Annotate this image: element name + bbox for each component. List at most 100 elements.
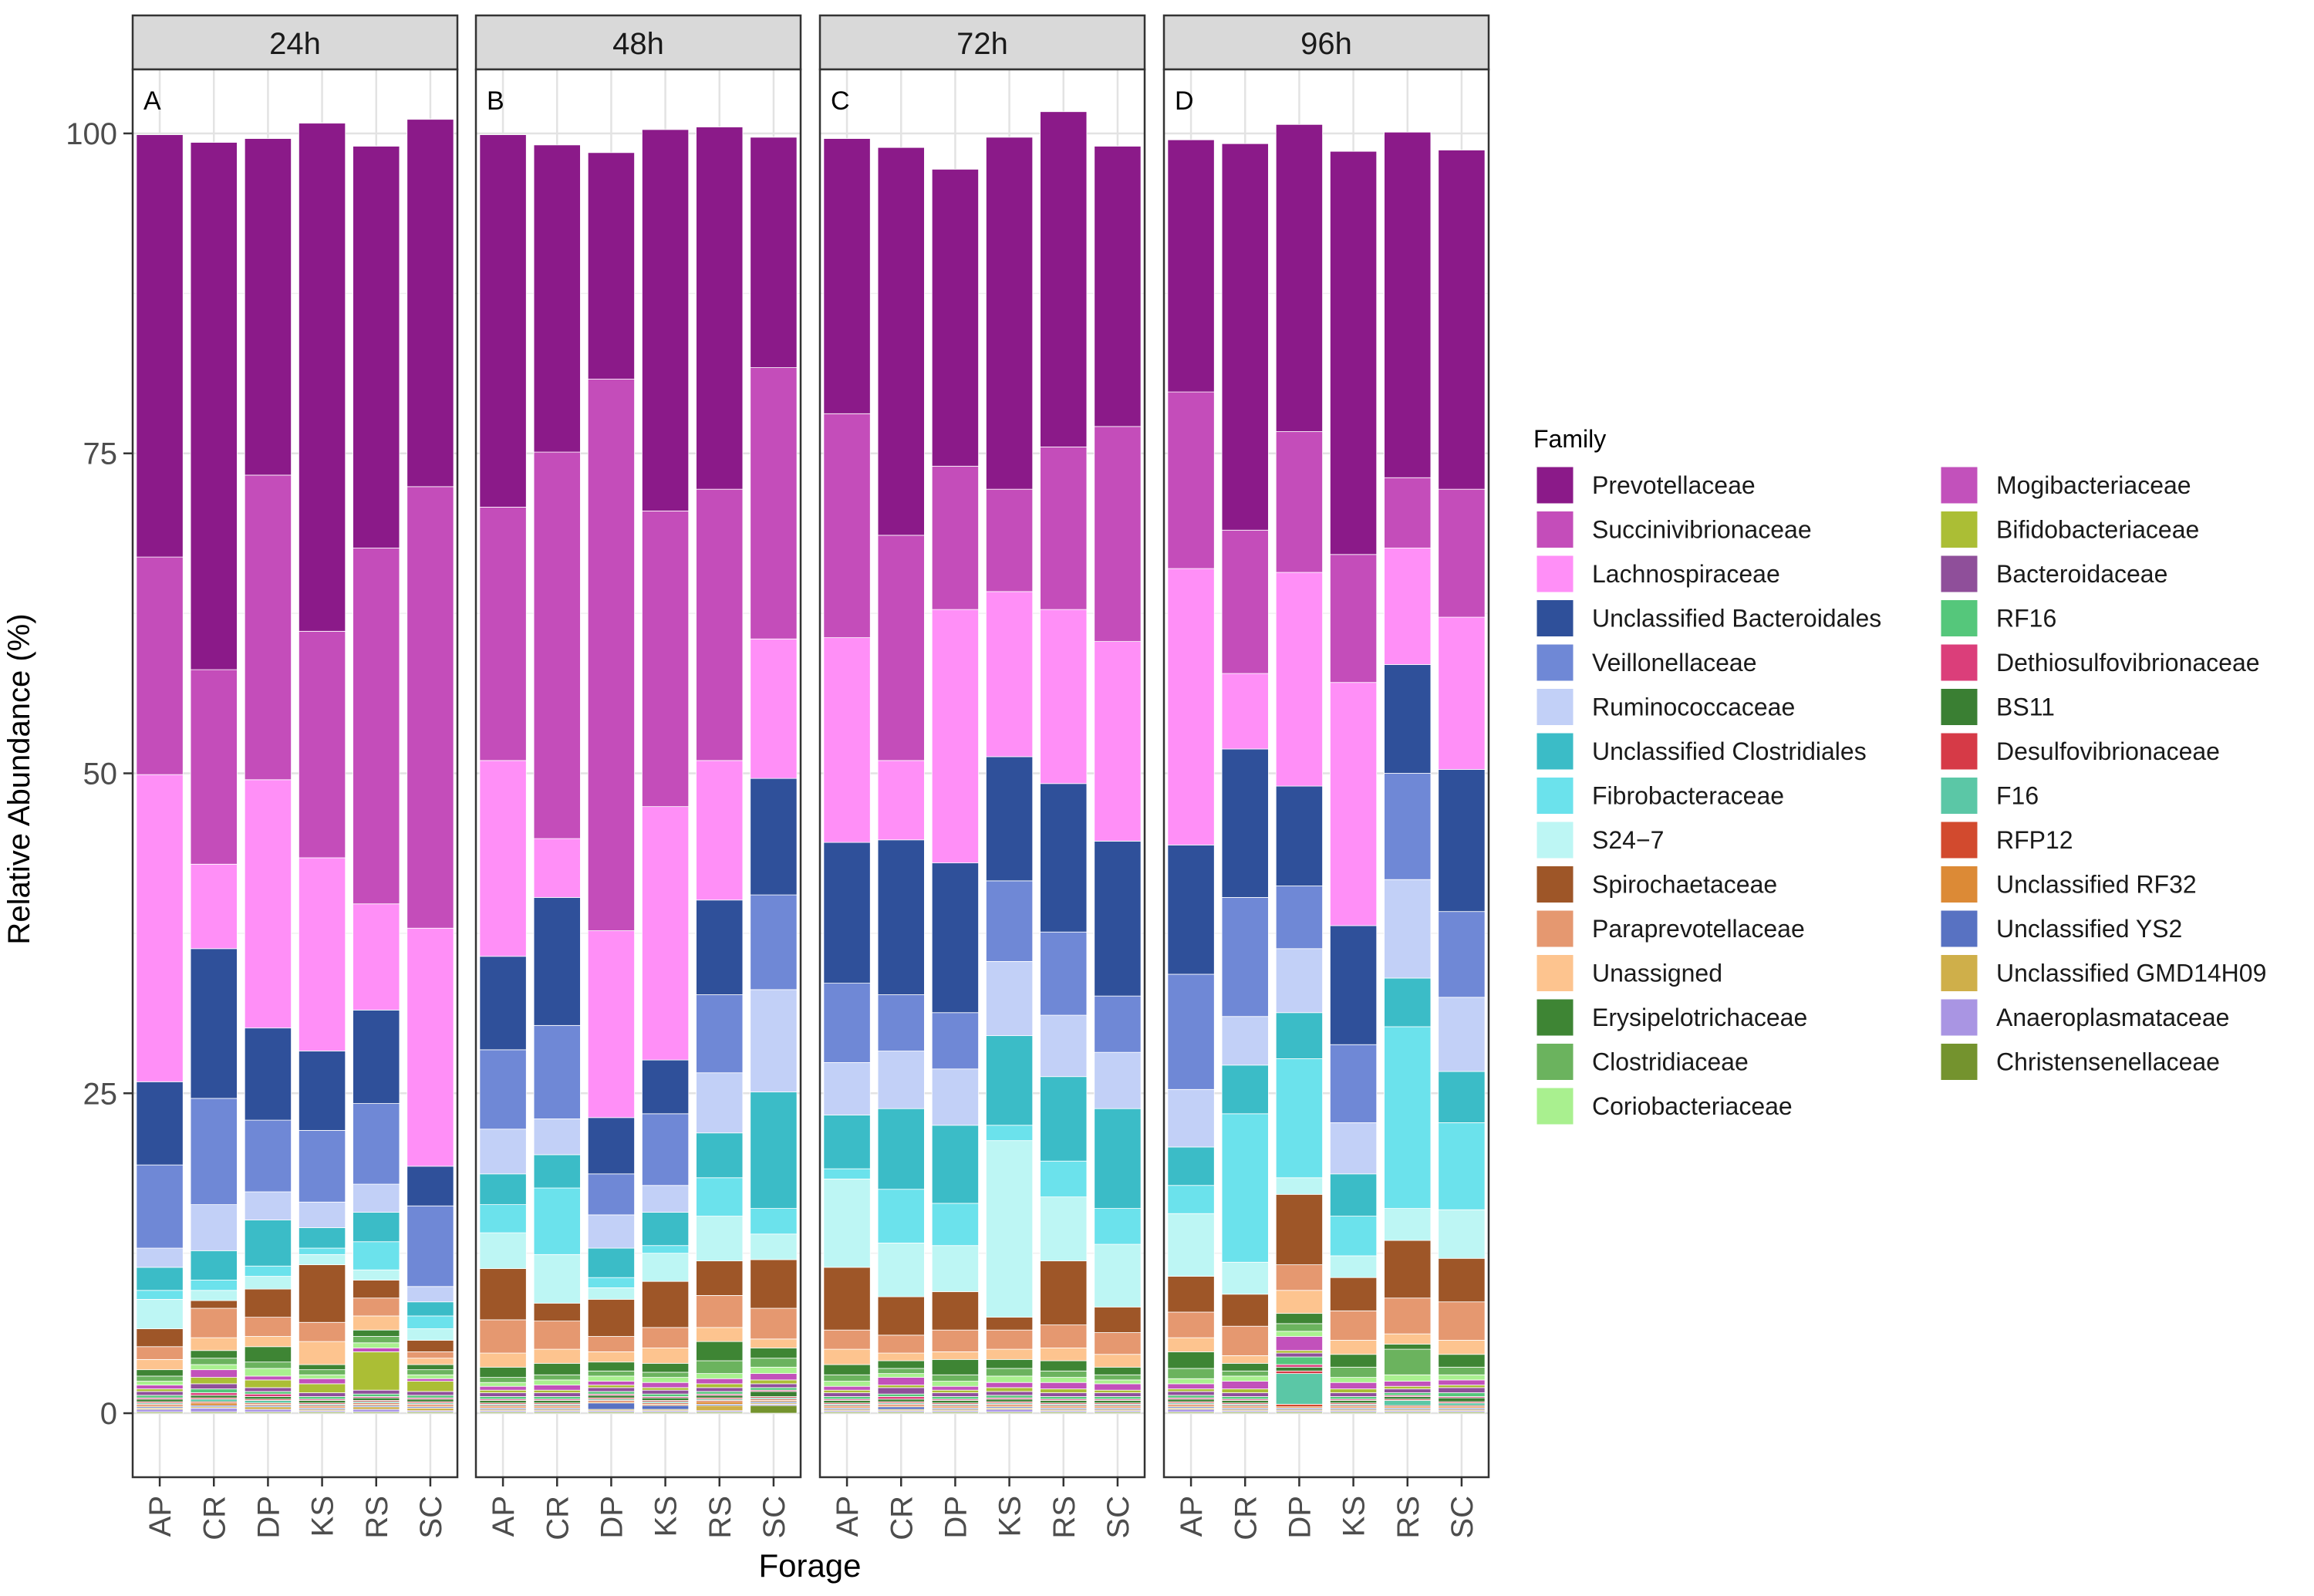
bar-segment	[299, 857, 346, 1051]
bar-segment	[352, 1389, 400, 1395]
bar-24h-SC	[406, 119, 454, 1414]
bar-segment	[750, 1405, 798, 1414]
bar-segment	[931, 862, 979, 1014]
bar-segment	[299, 1396, 346, 1400]
bar-72h-SC	[1094, 146, 1142, 1414]
bar-segment	[406, 1340, 454, 1352]
bar-segment	[750, 1348, 798, 1359]
legend-item: Bifidobacteriaceae	[1940, 511, 2199, 548]
bar-segment	[479, 1173, 527, 1206]
bar-segment	[1330, 1216, 1378, 1257]
bar-48h-CR	[533, 144, 581, 1414]
bar-segment	[1384, 1392, 1432, 1396]
bar-segment	[136, 1298, 184, 1329]
x-tick-label: KS	[1337, 1496, 1371, 1537]
bar-segment	[986, 1399, 1034, 1402]
legend-label: Bifidobacteriaceae	[1996, 516, 2199, 544]
bar-segment	[1167, 1399, 1215, 1402]
bar-segment	[479, 1396, 527, 1400]
bar-segment	[1275, 1352, 1323, 1358]
bar-segment	[352, 146, 400, 548]
bar-segment	[750, 1387, 798, 1391]
bar-segment	[299, 1378, 346, 1385]
bar-segment	[244, 1191, 292, 1220]
bar-segment	[1384, 1385, 1432, 1389]
bar-segment	[877, 994, 925, 1051]
bar-segment	[1040, 1382, 1088, 1389]
bar-segment	[877, 1360, 925, 1369]
bar-segment	[136, 1395, 184, 1399]
bar-segment	[533, 451, 581, 839]
bar-segment	[1275, 123, 1323, 432]
bar-segment	[1330, 1396, 1378, 1400]
bar-segment	[190, 1402, 238, 1406]
bar-segment	[352, 1010, 400, 1104]
legend-swatch	[1940, 511, 1978, 548]
bar-48h-SC	[750, 137, 798, 1414]
bar-segment	[587, 379, 635, 931]
bar-segment	[352, 1406, 400, 1410]
legend-swatch	[1940, 643, 1978, 682]
bar-segment	[1094, 1396, 1142, 1400]
bar-segment	[986, 1125, 1034, 1142]
bar-segment	[406, 1301, 454, 1317]
bar-segment	[931, 1381, 979, 1387]
bar-segment	[931, 1396, 979, 1400]
bar-segment	[533, 1396, 581, 1400]
legend-swatch	[1536, 909, 1574, 948]
bar-segment	[533, 1362, 581, 1375]
legend-label: Unassigned	[1592, 960, 1722, 987]
bar-segment	[931, 609, 979, 864]
bar-segment	[1221, 1065, 1269, 1115]
bar-segment	[1330, 925, 1378, 1045]
facet-strip	[818, 14, 1146, 71]
bar-segment	[986, 756, 1034, 882]
bar-segment	[244, 1361, 292, 1369]
bar-segment	[1384, 879, 1432, 979]
bar-segment	[587, 1395, 635, 1399]
bar-segment	[1094, 1243, 1142, 1308]
bar-segment	[587, 1385, 635, 1388]
bar-segment	[931, 1351, 979, 1360]
bar-segment	[931, 1385, 979, 1391]
bar-segment	[1438, 1071, 1486, 1123]
bar-segment	[1094, 1389, 1142, 1393]
bar-segment	[1221, 1375, 1269, 1382]
bar-segment	[406, 1166, 454, 1206]
legend-label: Dethiosulfovibrionaceae	[1996, 649, 2260, 677]
bar-segment	[931, 1203, 979, 1247]
legend-swatch	[1940, 821, 1978, 859]
bar-segment	[479, 1377, 527, 1383]
bar-segment	[1438, 616, 1486, 770]
bar-24h-KS	[299, 123, 346, 1414]
bar-segment	[190, 1388, 238, 1393]
bar-segment	[479, 1389, 527, 1393]
bar-segment	[1040, 1076, 1088, 1162]
legend-swatch	[1536, 511, 1574, 548]
bar-segment	[931, 1392, 979, 1397]
bar-segment	[587, 930, 635, 1119]
legend-swatch	[1536, 821, 1574, 859]
bar-segment	[533, 1302, 581, 1321]
legend-label: Christensenellaceae	[1996, 1048, 2220, 1076]
bar-segment	[877, 1051, 925, 1109]
bar-segment	[986, 1348, 1034, 1360]
bar-segment	[696, 1391, 744, 1395]
bar-segment	[823, 637, 871, 843]
legend-item: BS11	[1940, 688, 2055, 726]
bar-segment	[479, 1319, 527, 1354]
bar-24h-DP	[244, 138, 292, 1414]
bar-segment	[1167, 1391, 1215, 1396]
legend-swatch	[1536, 954, 1574, 992]
bar-segment	[931, 1068, 979, 1126]
bar-segment	[696, 760, 744, 901]
bar-segment	[479, 1204, 527, 1233]
bar-segment	[406, 119, 454, 488]
bar-segment	[1438, 1257, 1486, 1303]
legend-label: Lachnospiraceae	[1592, 560, 1780, 588]
bar-segment	[406, 1315, 454, 1329]
legend-item: RF16	[1940, 599, 2056, 637]
legend-swatch	[1536, 865, 1574, 903]
panel-border	[474, 68, 802, 1479]
bar-segment	[823, 1267, 871, 1331]
